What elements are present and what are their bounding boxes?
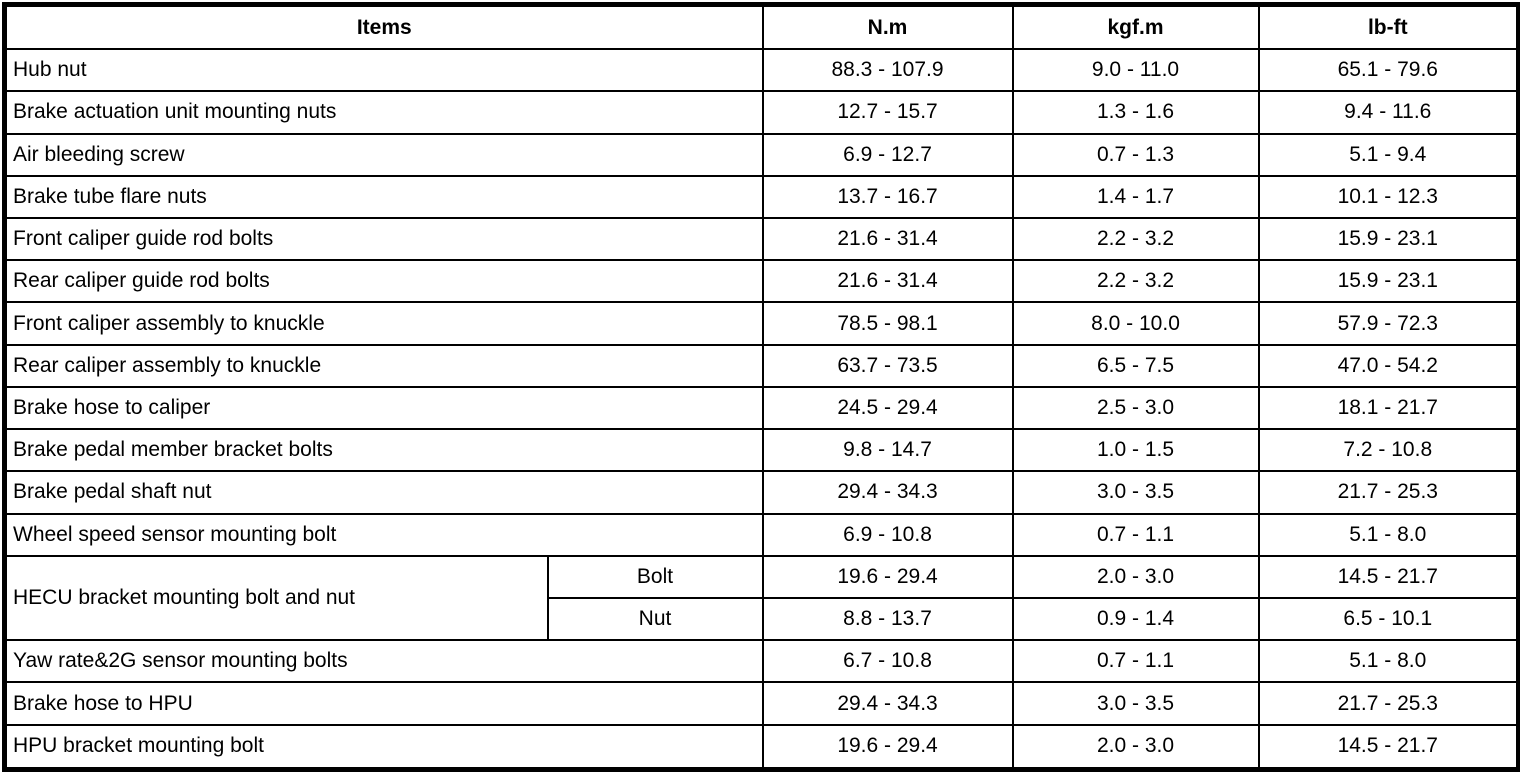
value-lbft: 65.1 - 79.6 [1257,48,1520,93]
item-label-hecu: HECU bracket mounting bolt and nut [3,554,549,642]
value-nm: 19.6 - 29.4 [761,723,1014,771]
table-row-hecu-nut: Nut 8.8 - 13.7 0.9 - 1.4 6.5 - 10.1 [5,596,1520,642]
table-row: Hub nut 88.3 - 107.9 9.0 - 11.0 65.1 - 7… [3,48,1520,93]
table-row: Front caliper assembly to knuckle 78.5 -… [3,301,1520,346]
value-nm: 6.7 - 10.8 [761,639,1014,684]
value-lbft: 21.7 - 25.3 [1257,470,1520,515]
item-label: Brake hose to caliper [3,385,764,431]
value-kgfm: 2.5 - 3.0 [1011,385,1260,431]
table-row: Brake hose to caliper 24.5 - 29.4 2.5 - … [3,385,1520,431]
value-nm: 21.6 - 31.4 [761,259,1014,304]
value-lbft: 7.2 - 10.8 [1257,428,1520,473]
value-kgfm: 0.9 - 1.4 [1011,596,1260,642]
value-kgfm: 2.2 - 3.2 [1011,259,1260,304]
table-row: Yaw rate&2G sensor mounting bolts 6.7 - … [3,639,1520,684]
item-label: Brake actuation unit mounting nuts [3,90,764,135]
table-row: Air bleeding screw 6.9 - 12.7 0.7 - 1.3 … [3,132,1520,177]
value-nm: 9.8 - 14.7 [761,428,1014,473]
table-row: Brake actuation unit mounting nuts 12.7 … [3,90,1520,135]
value-nm: 6.9 - 12.7 [761,132,1014,177]
value-kgfm: 9.0 - 11.0 [1011,48,1260,93]
value-lbft: 18.1 - 21.7 [1257,385,1520,431]
item-label: Brake pedal shaft nut [3,470,764,515]
column-header-lbft: lb-ft [1257,3,1520,51]
table-header-row: Items N.m kgf.m lb-ft [3,3,1520,51]
table-row: Brake pedal shaft nut 29.4 - 34.3 3.0 - … [3,470,1520,515]
item-label: Front caliper guide rod bolts [3,217,764,262]
table-row: Wheel speed sensor mounting bolt 6.9 - 1… [3,512,1520,557]
value-nm: 29.4 - 34.3 [761,681,1014,726]
table-row: Brake pedal member bracket bolts 9.8 - 1… [3,428,1520,473]
value-lbft: 6.5 - 10.1 [1257,596,1520,642]
value-lbft: 5.1 - 8.0 [1257,639,1520,684]
table-row: Brake hose to HPU 29.4 - 34.3 3.0 - 3.5 … [3,681,1520,726]
value-kgfm: 1.3 - 1.6 [1011,90,1260,135]
table-row: Rear caliper guide rod bolts 21.6 - 31.4… [3,259,1520,304]
value-nm: 78.5 - 98.1 [761,301,1014,346]
value-lbft: 57.9 - 72.3 [1257,301,1520,346]
table-row: Brake tube flare nuts 13.7 - 16.7 1.4 - … [3,174,1520,220]
value-lbft: 15.9 - 23.1 [1257,217,1520,262]
value-lbft: 5.1 - 9.4 [1257,132,1520,177]
value-nm: 13.7 - 16.7 [761,174,1014,220]
value-kgfm: 2.0 - 3.0 [1011,554,1260,600]
value-kgfm: 0.7 - 1.3 [1011,132,1260,177]
value-nm: 29.4 - 34.3 [761,470,1014,515]
item-label: Rear caliper assembly to knuckle [3,343,764,388]
column-header-kgfm: kgf.m [1011,3,1260,51]
table-row-hecu-bolt: HECU bracket mounting bolt and nut Bolt … [3,554,1520,642]
item-label: Hub nut [3,48,764,93]
column-header-nm: N.m [761,3,1014,51]
item-label: Rear caliper guide rod bolts [3,259,764,304]
value-lbft: 47.0 - 54.2 [1257,343,1520,388]
item-label: HPU bracket mounting bolt [3,723,764,771]
value-nm: 21.6 - 31.4 [761,217,1014,262]
table-row: HPU bracket mounting bolt 19.6 - 29.4 2.… [3,723,1520,771]
value-kgfm: 6.5 - 7.5 [1011,343,1260,388]
value-kgfm: 0.7 - 1.1 [1011,512,1260,557]
item-label: Brake tube flare nuts [3,174,764,220]
value-nm: 6.9 - 10.8 [761,512,1014,557]
value-nm: 12.7 - 15.7 [761,90,1014,135]
value-lbft: 14.5 - 21.7 [1257,723,1520,771]
value-nm: 24.5 - 29.4 [761,385,1014,431]
item-label: Wheel speed sensor mounting bolt [3,512,764,557]
value-lbft: 10.1 - 12.3 [1257,174,1520,220]
table-row: Front caliper guide rod bolts 21.6 - 31.… [3,217,1520,262]
item-label: Brake pedal member bracket bolts [3,428,764,473]
value-nm: 8.8 - 13.7 [761,596,1014,642]
value-lbft: 14.5 - 21.7 [1257,554,1520,600]
value-kgfm: 2.2 - 3.2 [1011,217,1260,262]
value-kgfm: 2.0 - 3.0 [1011,723,1260,771]
value-nm: 63.7 - 73.5 [761,343,1014,388]
value-kgfm: 8.0 - 10.0 [1011,301,1260,346]
item-label: Brake hose to HPU [3,681,764,726]
value-lbft: 21.7 - 25.3 [1257,681,1520,726]
column-header-items: Items [3,3,764,51]
value-kgfm: 3.0 - 3.5 [1011,470,1260,515]
value-nm: 19.6 - 29.4 [761,554,1014,600]
value-kgfm: 0.7 - 1.1 [1011,639,1260,684]
value-kgfm: 1.0 - 1.5 [1011,428,1260,473]
item-label: Yaw rate&2G sensor mounting bolts [3,639,764,684]
value-lbft: 5.1 - 8.0 [1257,512,1520,557]
value-kgfm: 1.4 - 1.7 [1011,174,1260,220]
item-label: Air bleeding screw [3,132,764,177]
table-row: Rear caliper assembly to knuckle 63.7 - … [3,343,1520,388]
sub-item-label-nut: Nut [546,596,764,642]
value-kgfm: 3.0 - 3.5 [1011,681,1260,726]
item-label: Front caliper assembly to knuckle [3,301,764,346]
value-nm: 88.3 - 107.9 [761,48,1014,93]
sub-item-label-bolt: Bolt [546,554,764,600]
value-lbft: 9.4 - 11.6 [1257,90,1520,135]
value-lbft: 15.9 - 23.1 [1257,259,1520,304]
